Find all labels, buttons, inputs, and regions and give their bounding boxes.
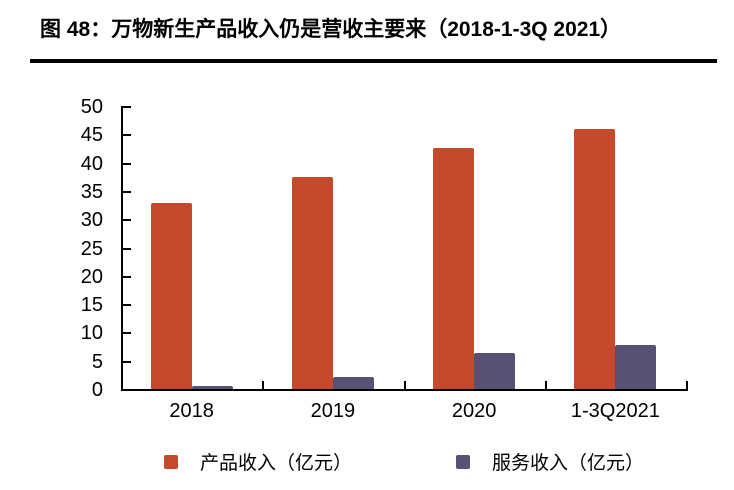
y-axis-tick-label: 20 <box>80 266 103 288</box>
x-axis-tick <box>545 381 547 389</box>
y-axis-tick-label: 40 <box>80 153 103 175</box>
y-axis-tick-label: 35 <box>80 181 103 203</box>
x-axis-tick <box>686 381 688 389</box>
x-axis-line <box>121 389 688 391</box>
y-axis-tick-label: 25 <box>80 238 103 260</box>
chart-legend: 产品收入（亿元） 服务收入（亿元） <box>122 448 686 475</box>
y-axis-tick <box>123 163 131 165</box>
legend-swatch-icon <box>456 454 470 469</box>
legend-label: 产品收入（亿元） <box>199 453 352 474</box>
bar-service-revenue <box>615 345 657 389</box>
y-axis-tick-label: 30 <box>80 209 103 231</box>
y-axis-tick <box>123 219 131 221</box>
y-axis-tick-label: 45 <box>80 124 103 146</box>
legend-swatch-icon <box>163 454 178 469</box>
y-axis-tick-label: 10 <box>80 322 103 344</box>
x-axis-label: 2018 <box>169 400 214 422</box>
y-axis-tick <box>123 276 131 278</box>
y-axis-tick <box>123 106 131 108</box>
legend-item-service-revenue: 服务收入（亿元） <box>456 448 644 475</box>
bar-product-revenue <box>150 203 192 389</box>
x-axis-label: 1-3Q2021 <box>570 400 660 422</box>
y-axis-tick-label: 5 <box>91 351 103 373</box>
y-axis-tick <box>123 134 131 136</box>
bar-service-revenue <box>332 377 374 389</box>
bar-product-revenue <box>433 148 475 389</box>
title-divider <box>30 59 717 63</box>
legend-item-product-revenue: 产品收入（亿元） <box>163 448 352 475</box>
bar-product-revenue <box>291 177 333 389</box>
y-axis-tick <box>123 361 131 363</box>
figure-title: 图 48：万物新生产品收入仍是营收主要来（2018-1-3Q 2021） <box>40 18 622 41</box>
y-axis-tick <box>123 332 131 334</box>
y-axis-tick-label: 50 <box>80 96 103 118</box>
y-axis-tick-label: 0 <box>91 379 103 401</box>
bar-service-revenue <box>474 353 516 389</box>
bar-product-revenue <box>574 129 616 389</box>
y-axis-tick <box>123 191 131 193</box>
x-axis-tick <box>262 381 264 389</box>
x-axis-tick <box>404 381 406 389</box>
y-axis-tick <box>123 248 131 250</box>
y-axis-tick <box>123 304 131 306</box>
legend-label: 服务收入（亿元） <box>492 453 645 474</box>
y-axis-tick-label: 15 <box>80 294 103 316</box>
y-axis-line <box>121 106 123 391</box>
x-axis-label: 2019 <box>310 400 356 422</box>
bar-service-revenue <box>191 386 233 389</box>
x-axis-label: 2020 <box>451 400 497 422</box>
